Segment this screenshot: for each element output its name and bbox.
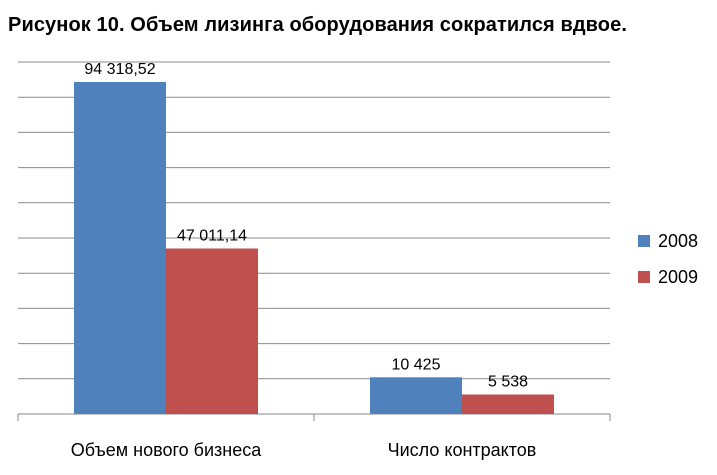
- data-label: 10 425: [392, 356, 441, 373]
- data-label: 94 318,52: [84, 61, 155, 78]
- data-labels: 94 318,52 47 011,14 10 425 5 538: [84, 61, 528, 391]
- legend-swatch-2008: [638, 235, 650, 247]
- data-label: 47 011,14: [177, 228, 247, 245]
- legend-label-2009: 2009: [658, 266, 699, 287]
- data-label: 5 538: [488, 374, 528, 391]
- legend-label-2008: 2008: [658, 230, 699, 251]
- legend-item-2009: 2009: [638, 266, 699, 287]
- legend-swatch-2009: [638, 271, 650, 283]
- legend: 2008 2009: [638, 230, 699, 304]
- legend-item-2008: 2008: [638, 230, 699, 251]
- bar-2009-1: [462, 394, 554, 414]
- category-label: Число контрактов: [388, 440, 537, 460]
- category-labels: Объем нового бизнеса Число контрактов: [71, 440, 537, 460]
- bar-2009-0: [166, 248, 258, 414]
- bar-2008-1: [370, 377, 462, 414]
- chart-title: Рисунок 10. Объем лизинга оборудования с…: [8, 14, 627, 36]
- category-label: Объем нового бизнеса: [71, 440, 262, 460]
- bar-2008-0: [74, 81, 166, 414]
- bars: [74, 81, 554, 414]
